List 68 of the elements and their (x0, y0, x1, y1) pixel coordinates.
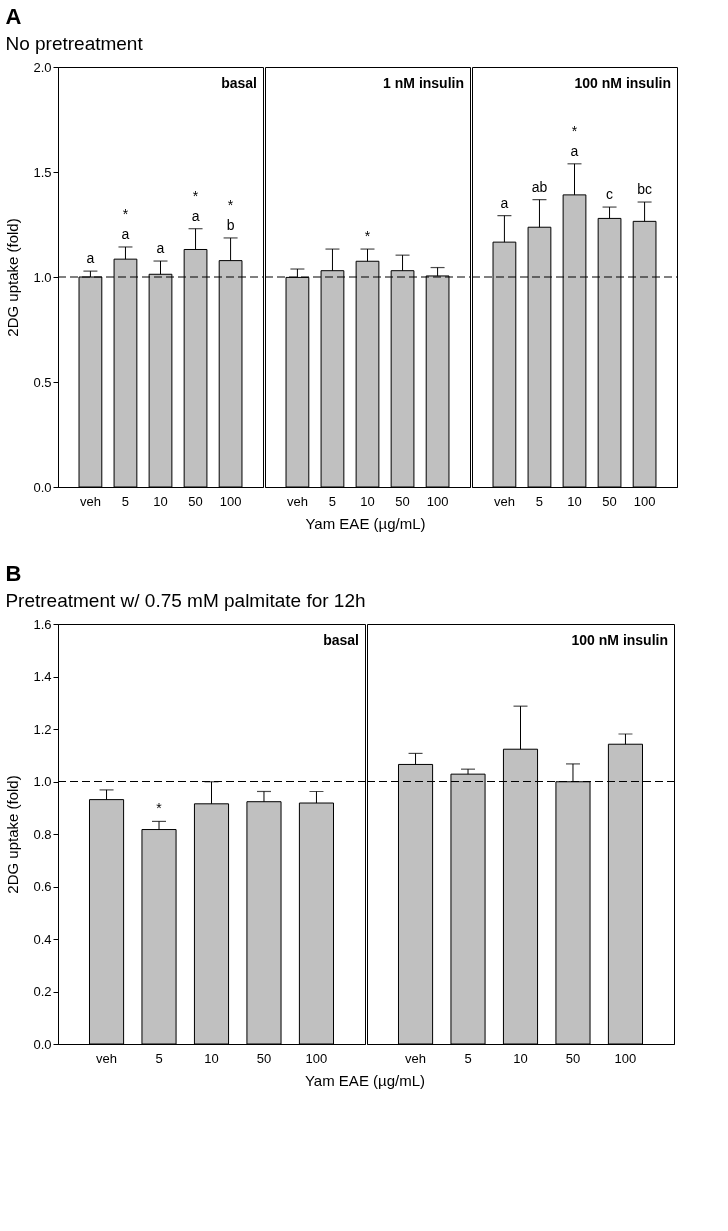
y-tick-label: 1.0 (33, 774, 52, 789)
annotation: basal (323, 632, 359, 648)
annotation: a (156, 240, 165, 257)
x-tick-label: 50 (565, 1050, 581, 1066)
x-tick-label: 10 (153, 493, 168, 509)
annotation: * (571, 122, 578, 139)
y-tick-label: 1.2 (33, 721, 52, 737)
x-tick-label: 50 (256, 1050, 272, 1066)
x-tick-label: 5 (535, 493, 544, 509)
y-tick-label: 2.0 (33, 59, 52, 75)
x-tick-label: veh (405, 1050, 427, 1066)
x-axis-title: Yam EAE (µg/mL) (304, 1072, 426, 1089)
x-tick-label: 10 (360, 493, 375, 509)
x-tick-label: 100 (426, 493, 449, 509)
y-tick-label: 0.2 (33, 984, 52, 999)
x-tick-label: 50 (602, 493, 617, 509)
annotation: * (364, 228, 371, 245)
x-tick-label: veh (96, 1050, 118, 1066)
annotation: a (121, 225, 130, 242)
y-axis-title: 2DG uptake (fold) (4, 218, 22, 337)
x-tick-label: 10 (513, 1050, 528, 1066)
annotation: a (86, 250, 95, 267)
x-tick-label: 10 (567, 493, 582, 509)
x-tick-label: 50 (188, 493, 203, 509)
y-tick-label: 0.4 (33, 931, 52, 947)
annotation: ab (531, 178, 548, 195)
chart-subtitle: Pretreatment w/ 0.75 mM palmitate for 12h (5, 589, 366, 611)
annotation: 100 nM insulin (571, 632, 668, 648)
x-axis-title: Yam EAE (µg/mL) (305, 515, 426, 532)
x-tick-label: veh (493, 493, 515, 509)
y-tick-label: 1.6 (33, 616, 52, 632)
annotation: * (156, 800, 163, 817)
chart-title: B (5, 560, 22, 586)
annotation: * (192, 187, 199, 204)
y-tick-label: 1.4 (33, 669, 52, 684)
y-tick-label: 1.0 (33, 269, 52, 285)
x-tick-label: 100 (305, 1050, 328, 1066)
y-tick-label: 0.5 (33, 374, 52, 390)
y-tick-label: 0.0 (33, 479, 52, 495)
annotation: a (191, 207, 200, 224)
chart-subtitle: No pretreatment (5, 32, 144, 54)
y-tick-label: 0.8 (33, 826, 52, 842)
chart-title: A (5, 3, 22, 29)
annotation: a (500, 194, 509, 211)
annotation: 1 nM insulin (383, 75, 464, 91)
annotation: a (570, 142, 579, 159)
annotation: basal (221, 75, 257, 91)
x-tick-label: 100 (614, 1050, 637, 1066)
x-tick-label: veh (79, 493, 101, 509)
annotation: * (122, 205, 129, 222)
x-tick-label: 50 (395, 493, 410, 509)
annotation: * (227, 196, 234, 213)
y-tick-label: 0.6 (33, 879, 52, 894)
annotation: bc (637, 181, 652, 198)
y-tick-label: 1.5 (33, 164, 52, 180)
annotation: b (226, 216, 235, 233)
x-tick-label: 5 (121, 493, 130, 509)
x-tick-label: 100 (633, 493, 656, 509)
y-tick-label: 0.0 (33, 1036, 52, 1052)
x-tick-label: veh (286, 493, 308, 509)
annotation: 100 nM insulin (574, 75, 671, 91)
x-tick-label: 5 (464, 1050, 472, 1066)
x-tick-label: 100 (219, 493, 242, 509)
x-tick-label: 5 (328, 493, 337, 509)
annotation: c (606, 186, 614, 203)
x-tick-label: 10 (204, 1050, 219, 1066)
x-tick-label: 5 (155, 1050, 163, 1066)
y-axis-title: 2DG uptake (fold) (4, 775, 22, 894)
